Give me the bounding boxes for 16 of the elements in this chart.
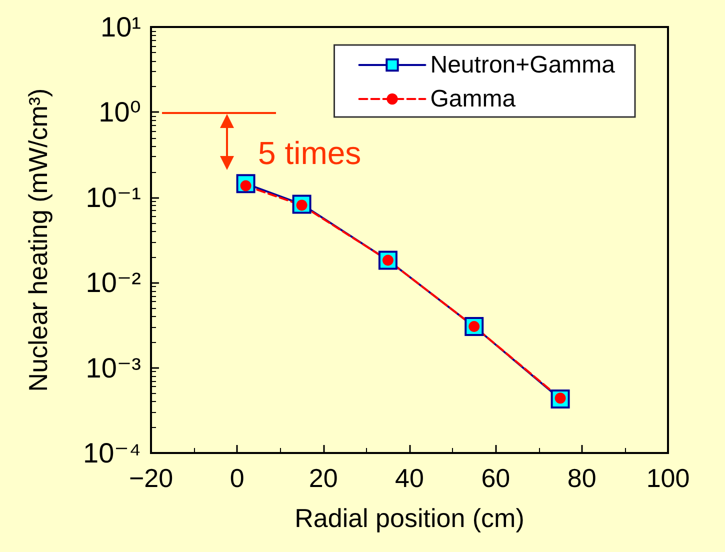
x-tick-label: 100 [646, 463, 690, 493]
annotation: 5 times [258, 135, 362, 171]
y-axis-title: Nuclear heating (mW/cm³) [23, 88, 53, 392]
legend-label: Neutron+Gamma [430, 52, 616, 78]
x-tick-label: 80 [567, 463, 596, 493]
y-tick-label: 10⁻³ [86, 352, 141, 384]
x-tick-label: 60 [481, 463, 510, 493]
y-tick-label: 10⁻² [86, 267, 141, 298]
y-tick-label: 10⁻¹ [86, 182, 141, 213]
x-tick-label: 20 [308, 463, 338, 493]
legend-label: Gamma [430, 86, 516, 112]
x-tick-label: 40 [395, 463, 424, 493]
x-axis-title: Radial position (cm) [294, 503, 524, 533]
y-tick-label: 10¹ [100, 12, 141, 42]
x-tick-label: 0 [230, 463, 244, 493]
y-tick-label: 10⁰ [98, 96, 141, 128]
